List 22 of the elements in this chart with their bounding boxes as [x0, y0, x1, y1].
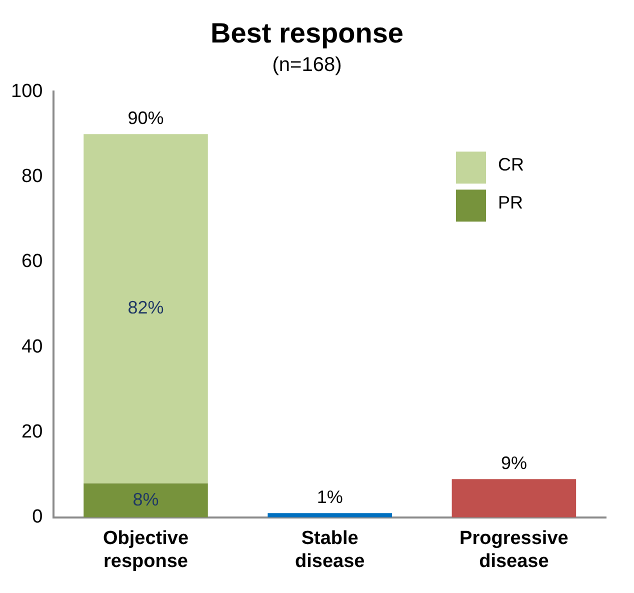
data-label: 8%: [132, 489, 159, 510]
data-label: 1%: [316, 487, 343, 508]
x-tick-label: Objective response: [102, 528, 189, 572]
bar: [452, 479, 576, 518]
data-label: 9%: [500, 453, 527, 474]
chart-title: Best response: [210, 18, 404, 49]
y-tick-label: 20: [22, 421, 43, 442]
y-tick-label: 60: [22, 251, 43, 272]
bar: [268, 513, 392, 518]
bar: [84, 134, 208, 484]
chart-subtitle: (n=168): [272, 54, 342, 76]
legend-label: PR: [498, 192, 524, 213]
y-tick-label: 100: [11, 80, 43, 102]
data-label: 82%: [128, 298, 164, 318]
y-tick-label: 80: [22, 166, 43, 187]
y-tick-label: 0: [32, 506, 43, 528]
total-label: 90%: [128, 108, 164, 128]
x-tick-label: Progressive disease: [460, 528, 568, 572]
bar: [84, 483, 208, 518]
legend-label: CR: [498, 154, 524, 175]
y-tick-label: 40: [22, 336, 43, 358]
x-tick-label: Stable disease: [294, 528, 365, 572]
